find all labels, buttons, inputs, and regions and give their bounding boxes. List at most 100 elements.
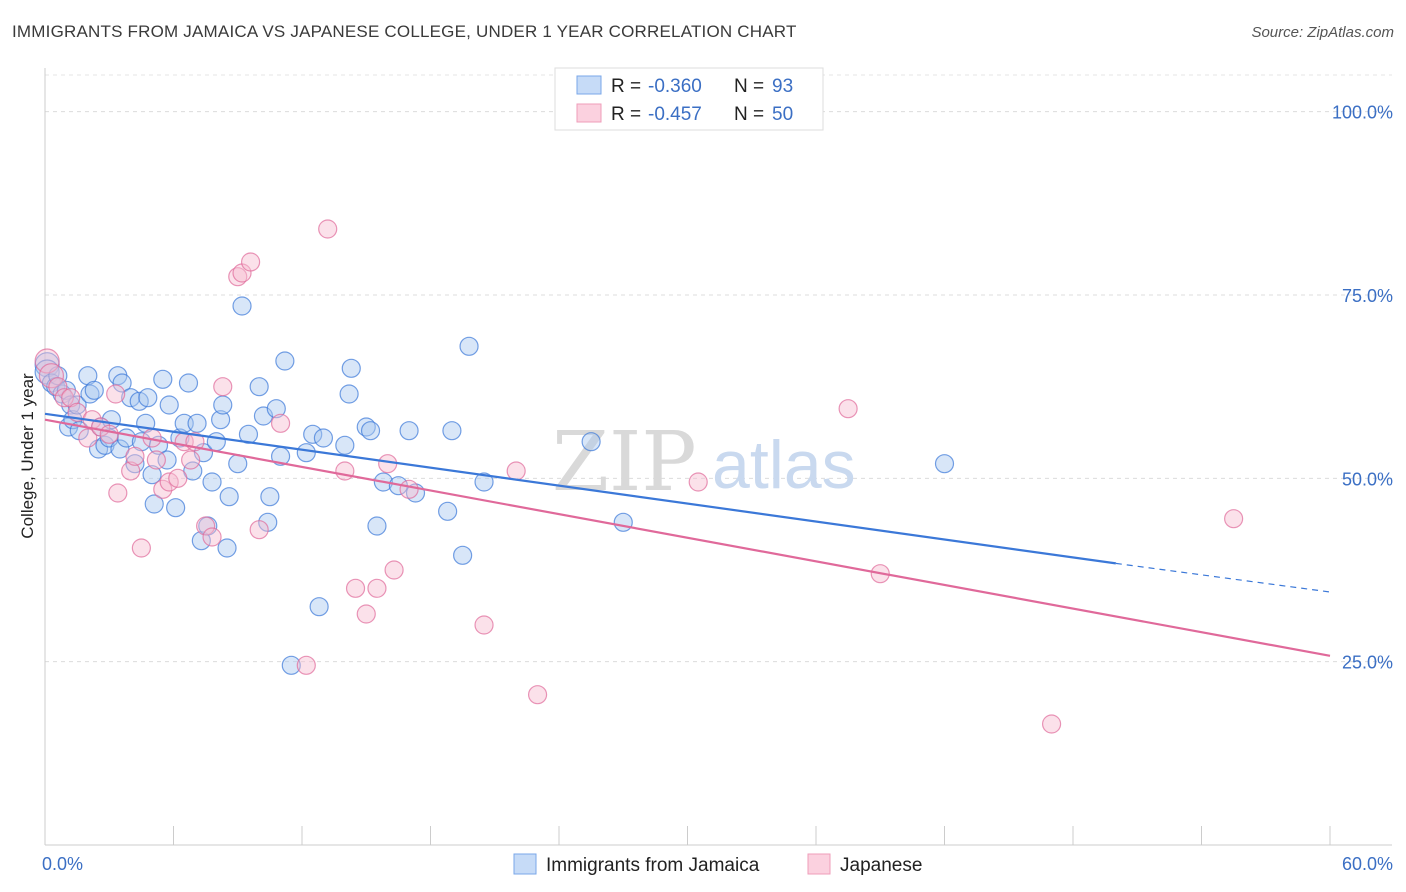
japanese-trend-line <box>44 418 1331 657</box>
japanese-point-3 <box>54 388 74 408</box>
jamaica-point-67 <box>339 384 359 404</box>
legend-n-label-jamaica: N = <box>734 76 764 97</box>
jamaica-point-81 <box>581 432 601 452</box>
japanese-point-24 <box>202 527 222 547</box>
jamaica-point-41 <box>187 413 207 433</box>
jamaica-point-65 <box>313 428 334 448</box>
jamaica-point-82 <box>613 512 633 532</box>
source-credit: Source: ZipAtlas.com <box>1251 24 1394 41</box>
jamaica-point-71 <box>367 516 387 536</box>
jamaica-point-61 <box>281 655 301 675</box>
series-japanese-points <box>34 219 1244 734</box>
japanese-point-39 <box>399 479 419 499</box>
jamaica-point-34 <box>157 450 177 470</box>
y-tick-label-50: 50.0% <box>1342 469 1393 489</box>
jamaica-point-64 <box>309 597 329 617</box>
japanese-point-23 <box>196 516 216 536</box>
japanese-point-14 <box>131 538 151 558</box>
jamaica-point-66 <box>335 435 355 455</box>
jamaica-point-47 <box>211 410 231 430</box>
jamaica-point-68 <box>341 358 361 378</box>
jamaica-point-46 <box>206 432 226 452</box>
japanese-point-32 <box>318 219 338 239</box>
legend-n-value-japanese: 50 <box>772 104 793 125</box>
jamaica-point-70 <box>360 421 381 441</box>
japanese-point-44 <box>838 399 858 419</box>
japanese-point-37 <box>378 454 398 474</box>
jamaica-point-78 <box>453 545 473 565</box>
legend-n-label-japanese: N = <box>734 104 764 125</box>
legend-bottom-label-jamaica: Immigrants from Jamaica <box>546 855 760 876</box>
japanese-point-9 <box>99 424 119 444</box>
japanese-point-36 <box>367 578 387 598</box>
jamaica-point-14 <box>84 380 104 400</box>
japanese-point-25 <box>213 377 233 397</box>
legend-r-value-jamaica: -0.360 <box>648 76 702 97</box>
japanese-point-33 <box>335 461 355 481</box>
jamaica-point-8 <box>61 395 81 415</box>
japanese-point-2 <box>48 377 68 397</box>
jamaica-point-29 <box>138 388 158 408</box>
japanese-point-6 <box>78 428 98 448</box>
japanese-point-46 <box>1041 714 1062 734</box>
legend-r-label-japanese: R = <box>611 104 641 125</box>
jamaica-point-33 <box>153 369 173 389</box>
jamaica-point-48 <box>213 395 233 415</box>
legend-n-value-jamaica: 93 <box>772 76 793 97</box>
x-tick-label-min: 0.0% <box>42 854 83 874</box>
jamaica-point-77 <box>442 421 462 441</box>
japanese-point-47 <box>1224 509 1244 529</box>
japanese-point-43 <box>688 472 708 492</box>
jamaica-point-45 <box>202 472 222 492</box>
japanese-point-30 <box>270 413 291 433</box>
y-tick-label-25: 25.0% <box>1342 653 1393 673</box>
jamaica-point-49 <box>217 538 237 558</box>
chart-title: IMMIGRANTS FROM JAMAICA VS JAPANESE COLL… <box>12 22 797 41</box>
japanese-point-10 <box>106 384 126 404</box>
y-tick-label-100: 100.0% <box>1332 103 1393 123</box>
y-tick-labels: 25.0% 50.0% 75.0% 100.0% <box>1332 103 1393 673</box>
jamaica-point-54 <box>249 377 269 397</box>
japanese-point-1 <box>38 363 65 389</box>
watermark: ZIP atlas <box>552 415 856 510</box>
jamaica-point-62 <box>296 443 316 463</box>
legend-top: R = -0.360 N = 93 R = -0.457 N = 50 <box>554 67 824 131</box>
jamaica-trend-extension <box>1115 562 1331 593</box>
x-tick-label-max: 60.0% <box>1342 854 1393 874</box>
legend-bottom-swatch-japanese <box>807 853 831 875</box>
watermark-atlas: atlas <box>712 427 856 503</box>
jamaica-point-80 <box>474 472 494 492</box>
x-tick-labels: 0.0% 60.0% <box>42 854 1393 874</box>
grid-lines <box>45 74 1392 663</box>
japanese-point-34 <box>345 578 366 598</box>
legend-r-label-jamaica: R = <box>611 76 641 97</box>
japanese-point-0 <box>34 348 60 374</box>
jamaica-point-52 <box>232 296 252 316</box>
legend-bottom: Immigrants from Jamaica Japanese <box>513 853 922 876</box>
japanese-point-42 <box>527 685 548 705</box>
jamaica-point-39 <box>178 373 199 393</box>
japanese-point-21 <box>181 450 201 470</box>
legend-r-value-japanese: -0.457 <box>648 104 702 125</box>
jamaica-point-51 <box>228 454 248 474</box>
trend-lines <box>44 412 1331 657</box>
jamaica-trend-line <box>44 412 1116 565</box>
japanese-point-31 <box>296 655 316 675</box>
jamaica-point-30 <box>142 465 162 485</box>
y-tick-label-75: 75.0% <box>1342 286 1393 306</box>
japanese-point-16 <box>146 450 166 470</box>
japanese-point-38 <box>384 560 404 580</box>
japanese-point-12 <box>121 461 141 481</box>
japanese-point-29 <box>249 520 269 540</box>
japanese-point-35 <box>356 604 376 624</box>
legend-swatch-japanese <box>576 103 602 123</box>
jamaica-point-58 <box>266 399 286 419</box>
japanese-point-40 <box>474 615 494 635</box>
jamaica-point-36 <box>166 498 186 518</box>
jamaica-point-60 <box>275 351 295 371</box>
legend-bottom-swatch-jamaica <box>513 853 537 875</box>
japanese-point-17 <box>153 479 173 499</box>
jamaica-point-76 <box>438 501 458 521</box>
japanese-point-13 <box>125 446 145 466</box>
